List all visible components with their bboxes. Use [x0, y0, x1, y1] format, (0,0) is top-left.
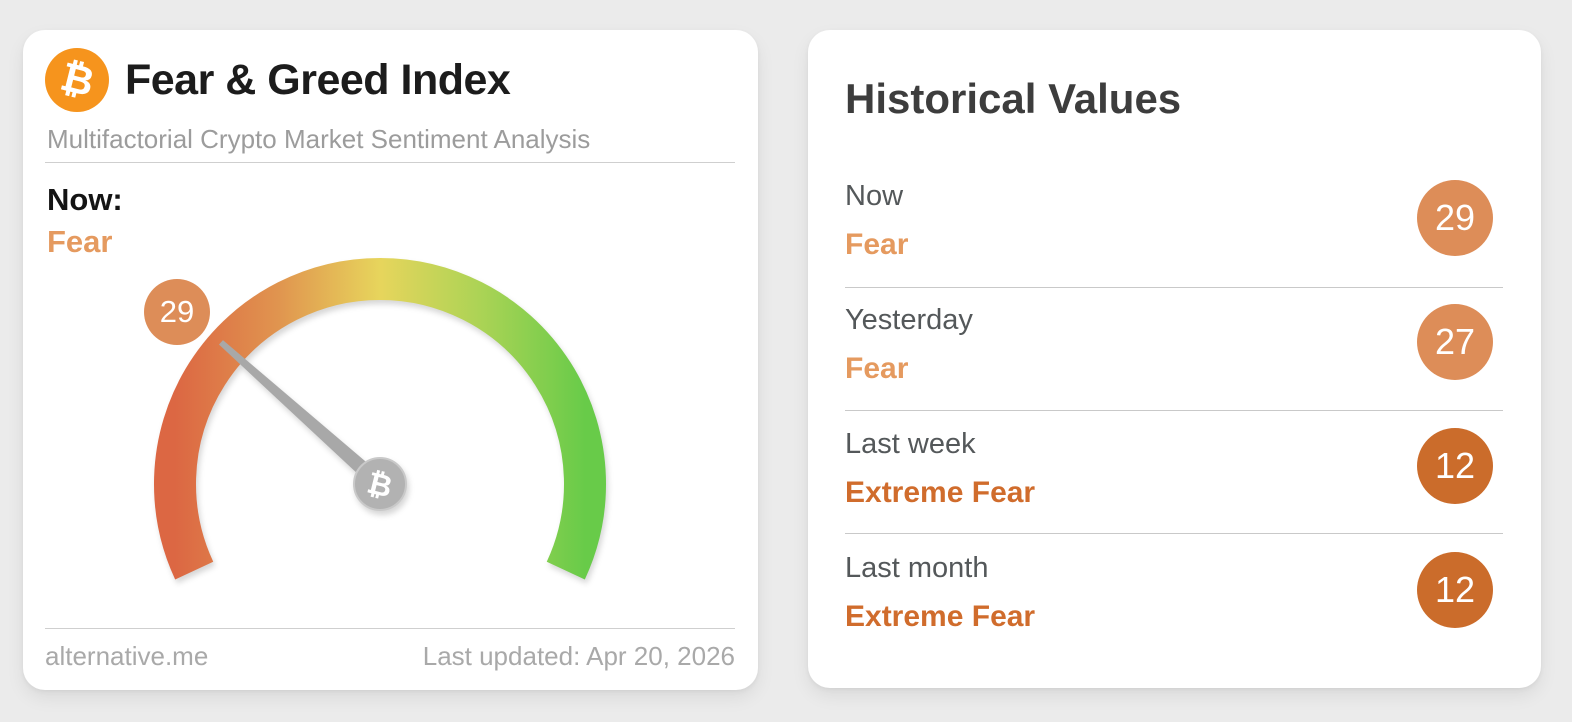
gauge-arc [154, 258, 606, 580]
history-period: Yesterday [845, 304, 973, 336]
source-link[interactable]: alternative.me [45, 641, 209, 671]
bitcoin-symbol: ₿ [55, 54, 99, 106]
divider [845, 410, 1503, 411]
last-updated-text: Last updated: Apr 20, 2026 [422, 641, 735, 671]
card-title: Fear & Greed Index [125, 55, 511, 104]
historical-values-title: Historical Values [845, 75, 1182, 122]
history-period: Now [845, 180, 904, 212]
card-footer: alternative.me Last updated: Apr 20, 202… [45, 628, 735, 672]
gauge-chart: ₿ [154, 258, 606, 580]
divider [45, 162, 735, 163]
card-subtitle: Multifactorial Crypto Market Sentiment A… [47, 124, 591, 154]
history-classification: Extreme Fear [845, 476, 1036, 509]
history-classification: Fear [845, 352, 909, 385]
gauge-value-badge: 29 [144, 279, 210, 345]
history-period: Last month [845, 552, 989, 584]
bitcoin-icon: ₿ [45, 48, 109, 112]
history-value-badge: 27 [1417, 304, 1493, 380]
history-classification: Extreme Fear [845, 600, 1036, 633]
fear-greed-index-card: ₿ Fear & Greed Index Multifactorial Cryp… [23, 30, 758, 690]
now-label: Now: [47, 182, 123, 217]
history-value-badge: 29 [1417, 180, 1493, 256]
now-classification: Fear [47, 224, 113, 259]
history-row: Last month Extreme Fear 12 [845, 552, 1503, 664]
gauge-needle-hub: ₿ [353, 457, 407, 511]
history-period: Last week [845, 428, 976, 460]
history-row: Yesterday Fear 27 [845, 304, 1503, 416]
historical-values-card: Historical Values Now Fear 29 Yesterday … [808, 30, 1541, 688]
history-value-badge: 12 [1417, 428, 1493, 504]
divider [845, 287, 1503, 288]
gauge-needle [218, 340, 393, 497]
divider [845, 533, 1503, 534]
card-header: ₿ Fear & Greed Index [45, 48, 511, 112]
gauge-value: 29 [159, 294, 195, 329]
history-row: Last week Extreme Fear 12 [845, 428, 1503, 540]
history-row: Now Fear 29 [845, 180, 1503, 292]
history-classification: Fear [845, 228, 909, 261]
history-value-badge: 12 [1417, 552, 1493, 628]
